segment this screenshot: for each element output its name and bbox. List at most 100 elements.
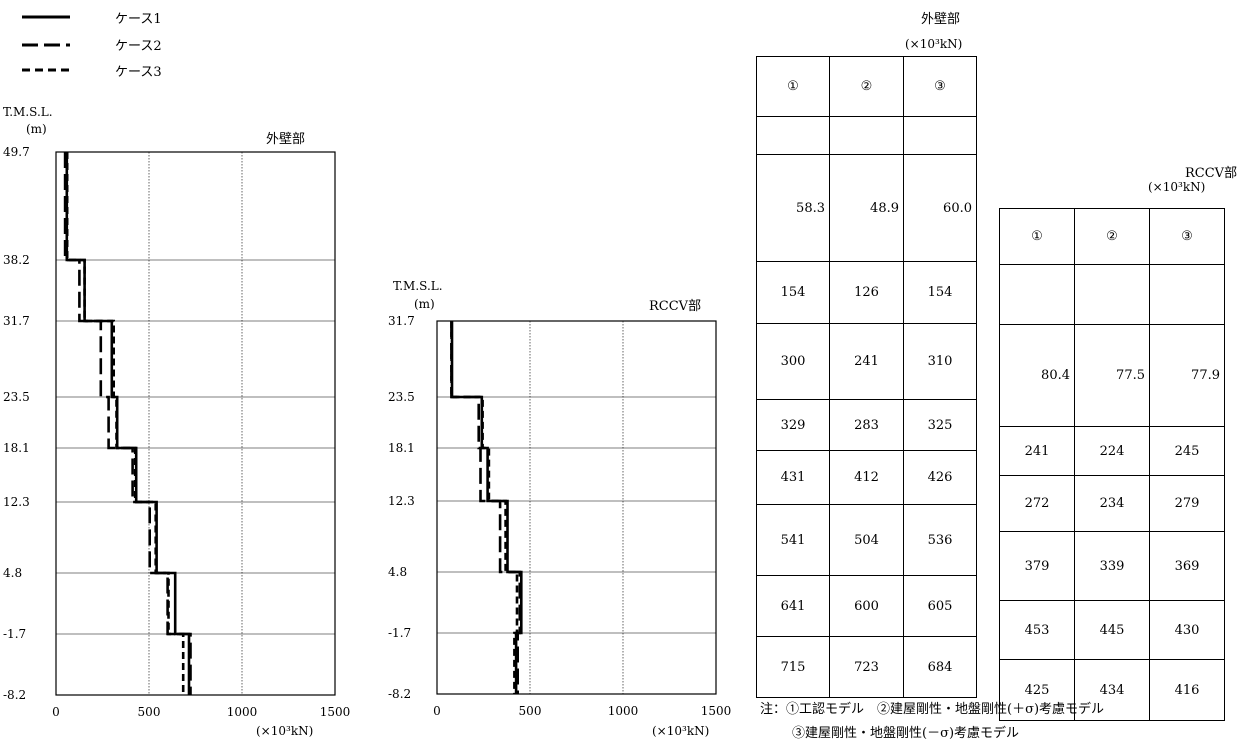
chart1-ylabel-line1: T.M.S.L. <box>3 105 53 119</box>
table-row: 715 723 684 <box>756 636 977 698</box>
table-cell: 504 <box>829 504 904 576</box>
table-cell <box>999 264 1075 325</box>
table-row: 80.4 77.5 77.9 <box>999 324 1225 427</box>
table-cell: 416 <box>1149 659 1225 721</box>
table-row: 329 283 325 <box>756 399 977 451</box>
level-tick-label: 4.8 <box>3 566 22 580</box>
legend-label-case1: ケース1 <box>115 12 162 27</box>
table-cell <box>1149 264 1225 325</box>
level-tick-label: 31.7 <box>388 314 415 328</box>
level-tick-label: -1.7 <box>3 627 26 641</box>
table-rccv-unit: (×10³kN) <box>1148 180 1206 194</box>
level-tick-label: -1.7 <box>388 626 411 640</box>
series-line-3 <box>65 152 185 695</box>
table-cell: 641 <box>756 575 830 637</box>
table-cell: 77.9 <box>1149 324 1225 427</box>
table-outer-title: 外壁部 <box>921 12 961 27</box>
x-tick-label: 1000 <box>608 704 639 718</box>
series-line-1 <box>65 152 191 695</box>
level-tick-label: 31.7 <box>3 314 30 328</box>
table-cell: 58.3 <box>756 154 830 262</box>
chart1-ylabel-line2: (m) <box>26 122 47 136</box>
chart1-xunit: (×10³kN) <box>256 724 314 738</box>
table-rccv: ① ② ③ 80.4 77.5 77.9 241 224 245 272 234 279 379 339 3… <box>999 208 1225 721</box>
table-cell <box>756 116 830 155</box>
table-cell: 605 <box>903 575 977 637</box>
table-header-cell: ③ <box>903 56 977 117</box>
level-tick-label: 38.2 <box>3 253 30 267</box>
level-tick-label: 23.5 <box>3 390 30 404</box>
x-tick-label: 1500 <box>320 705 351 719</box>
table-header-cell: ② <box>829 56 904 117</box>
table-row: 453 445 430 <box>999 600 1225 660</box>
table-cell: 412 <box>829 450 904 505</box>
table-row: 58.3 48.9 60.0 <box>756 154 977 262</box>
chart2-title: RCCV部 <box>649 299 702 314</box>
table-cell: 600 <box>829 575 904 637</box>
chart2-ylabel-line2: (m) <box>414 297 435 311</box>
table-cell: 224 <box>1074 426 1150 476</box>
table-outer-unit: (×10³kN) <box>905 37 963 51</box>
table-row: 154 126 154 <box>756 261 977 324</box>
table-cell: 272 <box>999 475 1075 532</box>
table-cell <box>903 116 977 155</box>
chart2-xunit: (×10³kN) <box>652 724 710 738</box>
table-row: 641 600 605 <box>756 575 977 637</box>
table-cell: 715 <box>756 636 830 698</box>
table-cell: 126 <box>829 261 904 324</box>
level-tick-label: -8.2 <box>3 688 26 702</box>
table-cell: 283 <box>829 399 904 451</box>
table-row: 300 241 310 <box>756 323 977 400</box>
level-tick-label: 12.3 <box>388 494 415 508</box>
series-line-3 <box>450 321 519 694</box>
table-cell: 310 <box>903 323 977 400</box>
note-line2: ③建屋剛性・地盤剛性(－σ)考慮モデル <box>792 726 1020 741</box>
x-tick-label: 1000 <box>227 705 258 719</box>
table-cell: 379 <box>999 531 1075 601</box>
table-cell: 329 <box>756 399 830 451</box>
table-row: 379 339 369 <box>999 531 1225 601</box>
table-cell: 723 <box>829 636 904 698</box>
table-row <box>756 116 977 155</box>
table-row: 272 234 279 <box>999 475 1225 532</box>
table-header-cell: ① <box>756 56 830 117</box>
table-cell: 684 <box>903 636 977 698</box>
legend-lines <box>22 15 70 72</box>
x-tick-label: 500 <box>519 704 542 718</box>
x-tick-label: 500 <box>138 705 161 719</box>
table-row: 431 412 426 <box>756 450 977 505</box>
table-cell: 541 <box>756 504 830 576</box>
table-header-cell: ① <box>999 208 1075 265</box>
table-cell: 325 <box>903 399 977 451</box>
table-cell: 300 <box>756 323 830 400</box>
table-cell: 241 <box>829 323 904 400</box>
series-line-2 <box>63 152 192 695</box>
table-cell: 453 <box>999 600 1075 660</box>
table-cell: 80.4 <box>999 324 1075 427</box>
table-cell: 154 <box>756 261 830 324</box>
plot-frame <box>55 151 336 696</box>
chart1-title: 外壁部 <box>266 132 306 147</box>
note-line1: 注：①工認モデル ②建屋剛性・地盤剛性(＋σ)考慮モデル <box>760 702 1105 717</box>
table-cell: 241 <box>999 426 1075 476</box>
x-tick-label: 1500 <box>701 704 732 718</box>
level-tick-label: 12.3 <box>3 495 30 509</box>
table-cell: 154 <box>903 261 977 324</box>
table-cell: 536 <box>903 504 977 576</box>
table-cell <box>829 116 904 155</box>
table-cell: 426 <box>903 450 977 505</box>
table-row: 541 504 536 <box>756 504 977 576</box>
table-header-cell: ③ <box>1149 208 1225 265</box>
chart2-ylabel-line1: T.M.S.L. <box>393 279 443 293</box>
table-row: 241 224 245 <box>999 426 1225 476</box>
table-header-cell: ② <box>1074 208 1150 265</box>
x-tick-label: 0 <box>433 704 441 718</box>
level-tick-label: 23.5 <box>388 390 415 404</box>
table-cell: 445 <box>1074 600 1150 660</box>
series-line-2 <box>450 321 522 694</box>
chart2-svg: 31.7 23.5 18.1 12.3 4.8 -1.7 -8.2 0 500 1000 1500 <box>388 314 732 718</box>
series-line-1 <box>450 321 523 694</box>
table-cell: 234 <box>1074 475 1150 532</box>
level-tick-label: -8.2 <box>388 687 411 701</box>
table-row <box>999 264 1225 325</box>
